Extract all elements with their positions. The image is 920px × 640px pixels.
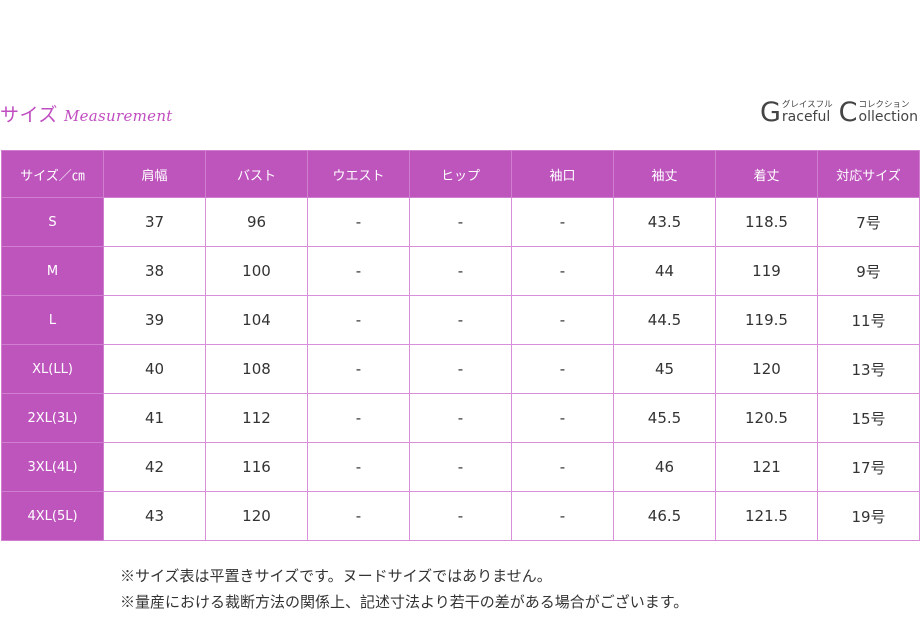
- table-cell: -: [307, 491, 410, 541]
- table-row: L 39 104 - - - 44.5 119.5 11号: [1, 295, 920, 345]
- heading-japanese: サイズ: [0, 104, 58, 126]
- table-cell: 44: [613, 246, 716, 296]
- table-cell: 121: [715, 442, 818, 492]
- table-cell: 46.5: [613, 491, 716, 541]
- logo-kana-collection: コレクション: [858, 100, 910, 110]
- table-cell: 119: [715, 246, 818, 296]
- table-cell: -: [307, 344, 410, 394]
- table-cell: -: [307, 393, 410, 443]
- table-cell: 7号: [817, 197, 920, 247]
- header-bust: バスト: [205, 150, 308, 198]
- table-row: XL(LL) 40 108 - - - 45 120 13号: [1, 344, 920, 394]
- logo-collection: C コレクション ollection: [838, 97, 918, 128]
- row-size-label: S: [1, 197, 104, 247]
- header-hip: ヒップ: [409, 150, 512, 198]
- table-row: 4XL(5L) 43 120 - - - 46.5 121.5 19号: [1, 491, 920, 541]
- table-cell: 120.5: [715, 393, 818, 443]
- logo-kana-graceful: グレイスフル: [781, 100, 833, 110]
- row-size-label: 4XL(5L): [1, 491, 104, 541]
- logo-graceful: G グレイスフル raceful: [759, 97, 833, 128]
- table-cell: 100: [205, 246, 308, 296]
- table-cell: 96: [205, 197, 308, 247]
- table-cell: 45.5: [613, 393, 716, 443]
- header-shoulder-width: 肩幅: [103, 150, 206, 198]
- table-cell: 119.5: [715, 295, 818, 345]
- table-cell: -: [511, 344, 614, 394]
- note-flat-measurement: ※サイズ表は平置きサイズです。ヌードサイズではありません。: [120, 567, 552, 585]
- table-cell: 46: [613, 442, 716, 492]
- table-cell: 19号: [817, 491, 920, 541]
- table-cell: -: [307, 442, 410, 492]
- table-cell: -: [307, 246, 410, 296]
- table-cell: 43: [103, 491, 206, 541]
- table-cell: 116: [205, 442, 308, 492]
- header-equivalent-size: 対応サイズ: [817, 150, 920, 198]
- heading-english: Measurement: [63, 107, 173, 125]
- table-cell: 17号: [817, 442, 920, 492]
- table-cell: -: [409, 246, 512, 296]
- size-table: サイズ／㎝ 肩幅 バスト ウエスト ヒップ 袖口 袖丈 着丈 対応サイズ S 3…: [1, 150, 920, 541]
- table-row: 3XL(4L) 42 116 - - - 46 121 17号: [1, 442, 920, 492]
- row-size-label: 2XL(3L): [1, 393, 104, 443]
- table-cell: 43.5: [613, 197, 716, 247]
- table-cell: -: [511, 246, 614, 296]
- table-cell: -: [409, 197, 512, 247]
- table-cell: -: [409, 491, 512, 541]
- table-cell: 40: [103, 344, 206, 394]
- note-cutting-tolerance: ※量産における裁断方法の関係上、記述寸法より若干の差がある場合がございます。: [120, 593, 689, 611]
- table-cell: 120: [205, 491, 308, 541]
- table-cell: 44.5: [613, 295, 716, 345]
- table-cell: -: [511, 295, 614, 345]
- header-sleeve-length: 袖丈: [613, 150, 716, 198]
- size-notes: ※サイズ表は平置きサイズです。ヌードサイズではありません。 ※量産における裁断方…: [120, 563, 688, 615]
- table-cell: 121.5: [715, 491, 818, 541]
- table-cell: 9号: [817, 246, 920, 296]
- table-cell: 39: [103, 295, 206, 345]
- logo-word-graceful: raceful: [781, 109, 831, 125]
- table-cell: 13号: [817, 344, 920, 394]
- table-cell: 118.5: [715, 197, 818, 247]
- table-cell: -: [511, 197, 614, 247]
- logo-cap-c: C: [838, 97, 858, 128]
- table-cell: -: [409, 344, 512, 394]
- logo-word-collection: ollection: [858, 109, 918, 125]
- brand-logo: G グレイスフル raceful C コレクション ollection: [759, 95, 918, 128]
- table-cell: 37: [103, 197, 206, 247]
- table-cell: -: [409, 393, 512, 443]
- table-row: S 37 96 - - - 43.5 118.5 7号: [1, 197, 920, 247]
- table-cell: 38: [103, 246, 206, 296]
- table-header-row: サイズ／㎝ 肩幅 バスト ウエスト ヒップ 袖口 袖丈 着丈 対応サイズ: [1, 150, 920, 198]
- header-total-length: 着丈: [715, 150, 818, 198]
- table-cell: -: [511, 491, 614, 541]
- table-cell: 45: [613, 344, 716, 394]
- table-cell: 120: [715, 344, 818, 394]
- table-cell: 108: [205, 344, 308, 394]
- table-row: 2XL(3L) 41 112 - - - 45.5 120.5 15号: [1, 393, 920, 443]
- table-cell: -: [307, 295, 410, 345]
- row-size-label: 3XL(4L): [1, 442, 104, 492]
- header-cuff: 袖口: [511, 150, 614, 198]
- row-size-label: M: [1, 246, 104, 296]
- table-row: M 38 100 - - - 44 119 9号: [1, 246, 920, 296]
- logo-cap-g: G: [759, 97, 781, 128]
- row-size-label: L: [1, 295, 104, 345]
- table-cell: -: [511, 393, 614, 443]
- table-cell: 104: [205, 295, 308, 345]
- table-cell: -: [409, 442, 512, 492]
- table-cell: -: [307, 197, 410, 247]
- header-waist: ウエスト: [307, 150, 410, 198]
- table-cell: 15号: [817, 393, 920, 443]
- table-cell: 11号: [817, 295, 920, 345]
- table-cell: 41: [103, 393, 206, 443]
- row-size-label: XL(LL): [1, 344, 104, 394]
- section-heading: サイズ Measurement: [0, 100, 173, 128]
- table-cell: -: [511, 442, 614, 492]
- table-cell: 112: [205, 393, 308, 443]
- table-cell: -: [409, 295, 512, 345]
- header-size: サイズ／㎝: [1, 150, 104, 198]
- table-cell: 42: [103, 442, 206, 492]
